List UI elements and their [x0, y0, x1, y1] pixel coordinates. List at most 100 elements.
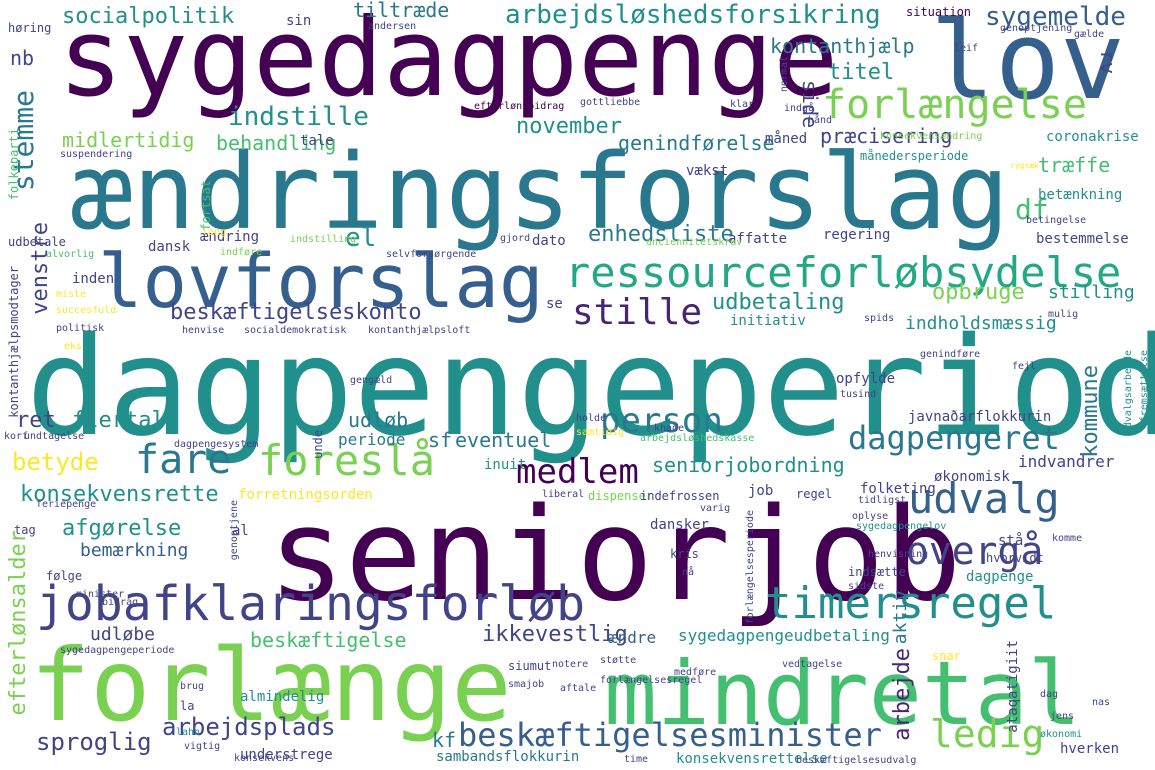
word: sf — [428, 428, 453, 452]
word: gælde — [1074, 29, 1105, 40]
word: jobafklaringsforløb — [36, 576, 586, 632]
word: forlængelse — [822, 82, 1087, 128]
word: hånd — [808, 115, 833, 126]
word: sproglig — [36, 728, 152, 756]
word: betænkning — [1038, 187, 1123, 203]
word: indsætte — [848, 565, 906, 579]
word: fremsættelse — [1139, 350, 1150, 423]
word: leif — [954, 43, 979, 54]
word: gottliebbe — [580, 97, 641, 108]
word: beskæftigelsesminister — [458, 716, 882, 754]
word: udvalg — [908, 474, 1060, 523]
word: inden — [72, 271, 115, 287]
word: korf — [4, 431, 29, 442]
word: dag — [1040, 689, 1059, 700]
word: genoptjene — [229, 500, 240, 561]
word: eks — [64, 341, 83, 352]
word: ataqatigiit — [1005, 640, 1021, 733]
word: udbetaling — [712, 290, 845, 315]
word: coronakrise — [1046, 129, 1139, 145]
word: forlængelsesperiode — [745, 510, 756, 625]
word: affatte — [728, 231, 788, 247]
word: fortsat — [199, 180, 213, 231]
word: notere — [552, 659, 589, 670]
word: efterlønsbidrag — [474, 101, 565, 112]
word: ændringsforslag — [70, 131, 1010, 253]
word: enhedsliste — [588, 222, 734, 247]
word: dispenser — [588, 489, 654, 503]
word: regering — [823, 227, 891, 243]
word: bidrag — [102, 597, 139, 608]
word: nå — [682, 567, 695, 578]
word: præcisering — [820, 124, 953, 148]
word: tidligst — [858, 495, 907, 506]
word: socialdemokratisk — [244, 325, 347, 336]
word: normal — [779, 56, 790, 93]
word: indstille — [228, 102, 369, 132]
word: gengæld — [350, 375, 393, 386]
word: betyde — [12, 448, 99, 476]
word: beskæftigelsesudvalg — [796, 755, 917, 766]
word: kris — [670, 547, 699, 561]
word: lov — [930, 0, 1126, 124]
word: ikkevestlig — [482, 622, 628, 647]
word: arbejdsløshedsforsikring — [505, 0, 881, 30]
word: situation — [906, 5, 972, 19]
word: sygemelde — [985, 2, 1126, 32]
word: folketing — [860, 481, 936, 497]
word: se — [546, 296, 563, 312]
word: minister — [76, 589, 125, 600]
word: fejl — [1012, 361, 1037, 372]
word: holde — [576, 413, 607, 424]
word: høring — [8, 21, 52, 35]
word: opfylde — [836, 371, 896, 387]
word: snar — [932, 649, 961, 663]
word: komme — [1052, 533, 1083, 544]
word: anciennitetskrav — [646, 237, 743, 248]
word: nas — [1092, 697, 1111, 708]
word: indføre — [220, 247, 263, 258]
word: jens — [1050, 711, 1075, 722]
word: ret — [16, 408, 56, 433]
word: undtagelse — [24, 431, 85, 442]
word: dagpenge — [966, 569, 1034, 585]
word: lahn — [176, 727, 201, 738]
word: siumut — [508, 659, 552, 673]
word: tusind — [840, 389, 877, 400]
word: rygsæk — [1010, 161, 1039, 170]
word: brug — [180, 681, 205, 692]
word: mulig — [1048, 309, 1079, 320]
word: udløb — [348, 408, 409, 432]
word: vækst — [686, 163, 729, 179]
word: liberal — [542, 489, 585, 500]
word: sygedagpengeudbetaling — [678, 626, 890, 645]
word: andersen — [368, 21, 417, 32]
word: arbejdsplads — [162, 713, 336, 741]
word: initiativ — [730, 313, 806, 329]
word: periode — [338, 430, 406, 449]
word: beskæftigelseskonto — [170, 300, 422, 325]
word: ressourceforløbsydelse — [565, 248, 1122, 297]
word: titel — [828, 60, 895, 85]
word: tiltræde — [353, 0, 450, 22]
word: medføre — [674, 667, 717, 678]
word: overgå — [906, 529, 1044, 573]
word: inuit — [484, 457, 527, 473]
word: dato — [532, 233, 566, 249]
word: dansker — [650, 517, 710, 533]
word: understrege — [240, 747, 333, 763]
word: økonomisk — [934, 469, 1010, 485]
word: almindelig — [240, 689, 325, 705]
word: vedtagelse — [782, 659, 843, 670]
word: mindretal — [604, 642, 1081, 745]
word: ændre — [608, 628, 657, 647]
word: stå — [998, 533, 1024, 549]
word: konsekvensændring — [880, 131, 983, 142]
word: konsekvensrettelse — [676, 751, 828, 767]
word: bestemmelse — [1036, 231, 1129, 247]
word: støtte — [600, 655, 637, 666]
word: beskæftigelse — [250, 628, 407, 652]
word: udløbe — [90, 624, 156, 645]
word: bemærkning — [80, 540, 189, 561]
